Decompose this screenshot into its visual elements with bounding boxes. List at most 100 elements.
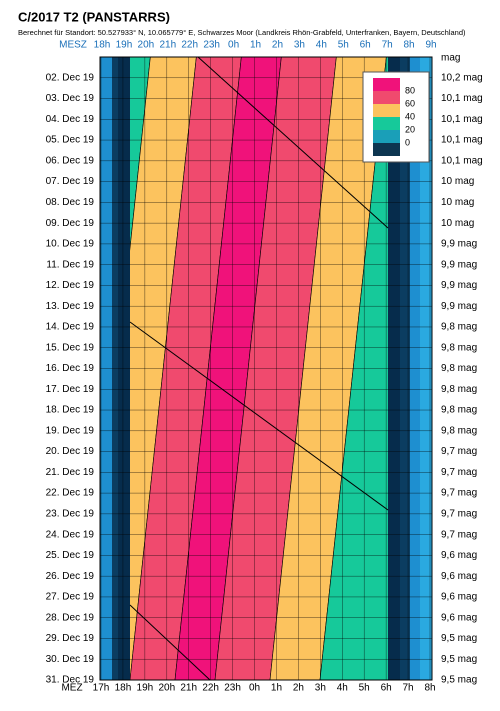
date-label: 18. Dec 19 bbox=[46, 405, 95, 416]
x-tick-label: 2h bbox=[293, 683, 304, 694]
magnitude-label: 9,7 mag bbox=[441, 446, 477, 457]
x-top-axis-label: MESZ bbox=[59, 40, 87, 51]
date-label: 11. Dec 19 bbox=[46, 259, 94, 270]
x-tick-label: 0h bbox=[249, 683, 260, 694]
magnitude-label: 9,8 mag bbox=[441, 425, 477, 436]
magnitude-label: 10,1 mag bbox=[441, 93, 483, 104]
moon-lines bbox=[129, 56, 389, 681]
x-tick-label: 20h bbox=[158, 683, 175, 694]
grid bbox=[100, 57, 432, 681]
date-label: 24. Dec 19 bbox=[46, 529, 95, 540]
x-tick-label: 21h bbox=[180, 683, 197, 694]
magnitude-label: 10,1 mag bbox=[441, 135, 483, 146]
moon-line bbox=[129, 604, 211, 681]
magnitude-label: 9,8 mag bbox=[441, 342, 477, 353]
date-label: 25. Dec 19 bbox=[46, 550, 95, 561]
moon-line bbox=[197, 56, 389, 229]
x-tick-label: 22h bbox=[202, 683, 219, 694]
legend-swatch bbox=[373, 78, 400, 91]
magnitude-label: 9,5 mag bbox=[441, 633, 477, 644]
magnitude-label: 10,1 mag bbox=[441, 114, 483, 125]
x-top-tick-label: 7h bbox=[382, 40, 393, 51]
magnitude-label: 10,2 mag bbox=[441, 72, 483, 83]
date-label: 26. Dec 19 bbox=[46, 571, 95, 582]
x-tick-label: 1h bbox=[271, 683, 282, 694]
magnitude-label: 9,7 mag bbox=[441, 488, 477, 499]
magnitude-label: 9,5 mag bbox=[441, 654, 477, 665]
magnitude-label: 9,9 mag bbox=[441, 280, 477, 291]
date-label: 17. Dec 19 bbox=[46, 384, 95, 395]
magnitude-label: 9,6 mag bbox=[441, 550, 477, 561]
magnitude-label: 9,8 mag bbox=[441, 363, 477, 374]
x-tick-label: 3h bbox=[315, 683, 326, 694]
magnitude-label: 9,9 mag bbox=[441, 301, 477, 312]
x-top-tick-label: 6h bbox=[360, 40, 371, 51]
magnitude-label: 9,5 mag bbox=[441, 675, 477, 686]
x-tick-label: 17h bbox=[93, 683, 110, 694]
legend-label: 60 bbox=[405, 98, 415, 108]
legend-swatch bbox=[373, 117, 400, 130]
x-tick-label: 19h bbox=[137, 683, 154, 694]
legend-swatch bbox=[373, 143, 400, 156]
x-top-tick-label: 2h bbox=[272, 40, 283, 51]
x-tick-label: 4h bbox=[337, 683, 348, 694]
x-top-tick-label: 19h bbox=[116, 40, 133, 51]
magnitude-label: 10 mag bbox=[441, 197, 474, 208]
date-label: 12. Dec 19 bbox=[46, 280, 95, 291]
legend-swatch bbox=[373, 91, 400, 104]
magnitude-label: 9,6 mag bbox=[441, 612, 477, 623]
magnitude-label: 9,6 mag bbox=[441, 571, 477, 582]
x-top-tick-label: 18h bbox=[94, 40, 111, 51]
date-label: 16. Dec 19 bbox=[46, 363, 95, 374]
x-top-tick-label: 20h bbox=[138, 40, 155, 51]
x-top-tick-label: 3h bbox=[294, 40, 305, 51]
x-tick-label: 6h bbox=[381, 683, 392, 694]
legend: 80 60 40 20 0 bbox=[362, 71, 430, 163]
date-label: 13. Dec 19 bbox=[46, 301, 95, 312]
x-top-tick-label: 5h bbox=[338, 40, 349, 51]
date-label: 30. Dec 19 bbox=[46, 654, 95, 665]
date-label: 09. Dec 19 bbox=[46, 218, 95, 229]
x-tick-label: 7h bbox=[403, 683, 414, 694]
x-tick-label: 8h bbox=[424, 683, 435, 694]
magnitude-label: 9,8 mag bbox=[441, 405, 477, 416]
magnitude-label: 9,9 mag bbox=[441, 259, 477, 270]
x-top-tick-label: 0h bbox=[228, 40, 239, 51]
magnitude-label: 10,1 mag bbox=[441, 155, 483, 166]
date-label: 22. Dec 19 bbox=[46, 488, 95, 499]
legend-swatch bbox=[373, 130, 400, 143]
date-label: 10. Dec 19 bbox=[46, 239, 95, 250]
plot-border bbox=[99, 56, 433, 681]
plot-area bbox=[99, 56, 433, 681]
chart-subtitle: Berechnet für Standort: 50.527933° N, 10… bbox=[18, 28, 466, 37]
legend-label: 0 bbox=[405, 137, 410, 147]
date-label: 06. Dec 19 bbox=[46, 155, 95, 166]
legend-label: 40 bbox=[405, 111, 415, 121]
date-label: 23. Dec 19 bbox=[46, 509, 95, 520]
x-tick-label: 18h bbox=[115, 683, 132, 694]
date-label: 08. Dec 19 bbox=[46, 197, 95, 208]
magnitude-label: 9,6 mag bbox=[441, 592, 477, 603]
date-label: 29. Dec 19 bbox=[46, 633, 95, 644]
x-top-tick-label: 23h bbox=[203, 40, 220, 51]
date-label: 07. Dec 19 bbox=[46, 176, 95, 187]
legend-label: 20 bbox=[405, 124, 415, 134]
magnitude-label: 10 mag bbox=[441, 176, 474, 187]
x-top-tick-label: 9h bbox=[425, 40, 436, 51]
date-label: 31. Dec 19 bbox=[46, 675, 95, 686]
legend-swatch bbox=[373, 104, 400, 117]
x-axis-label: MEZ bbox=[61, 683, 82, 694]
legend-label: 80 bbox=[405, 85, 415, 95]
date-label: 27. Dec 19 bbox=[46, 592, 95, 603]
date-label: 15. Dec 19 bbox=[46, 342, 95, 353]
chart-title: C/2017 T2 (PANSTARRS) bbox=[18, 9, 170, 24]
magnitude-label: 9,8 mag bbox=[441, 322, 477, 333]
date-label: 04. Dec 19 bbox=[46, 114, 95, 125]
magnitude-label: 9,7 mag bbox=[441, 467, 477, 478]
x-top-tick-label: 1h bbox=[250, 40, 261, 51]
x-top-tick-label: 8h bbox=[404, 40, 415, 51]
moon-line bbox=[129, 321, 389, 511]
date-label: 21. Dec 19 bbox=[46, 467, 95, 478]
y2-axis-label: mag bbox=[441, 53, 460, 64]
